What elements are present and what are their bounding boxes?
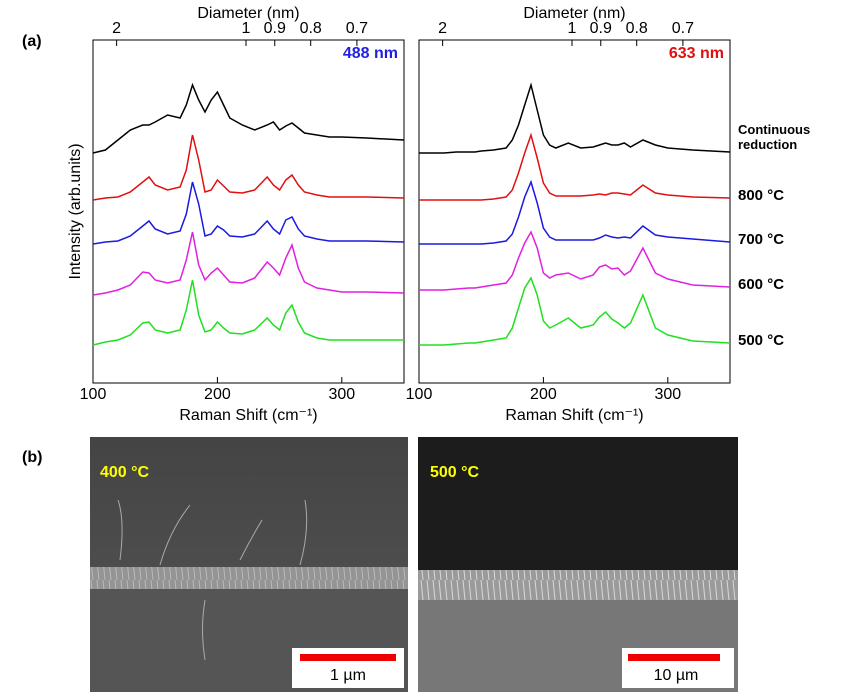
x2-tick-label: 0.9: [590, 20, 612, 37]
x-tick-label: 100: [406, 386, 433, 403]
series-label: 700 °C: [738, 231, 785, 248]
plot-frame: [92, 39, 405, 384]
x-tick-label: 200: [204, 386, 231, 403]
x-tick-label: 100: [80, 386, 107, 403]
x-axis-title: Raman Shift (cm⁻¹): [179, 407, 317, 424]
sem-label: 500 °C: [430, 464, 480, 481]
spectrum-line: [92, 181, 405, 245]
series-label: Continuous reduction: [738, 122, 811, 152]
x2-tick-label: 0.8: [626, 20, 648, 37]
x-axis-title: Raman Shift (cm⁻¹): [505, 407, 643, 424]
plot-frame: [418, 39, 731, 384]
annotation: 488 nm: [343, 45, 398, 62]
sem-label: 400 °C: [100, 464, 150, 481]
x-tick-label: 300: [328, 386, 355, 403]
spectrum-line: [92, 134, 405, 201]
spectrum-line: [419, 230, 731, 291]
y-axis-title: Intensity (arb.units): [67, 143, 84, 279]
spectrum-line: [419, 276, 731, 346]
x2-tick-label: 2: [112, 20, 121, 37]
x2-tick-label: 1: [568, 20, 577, 37]
annotation: 633 nm: [669, 45, 724, 62]
series-label: 800 °C: [738, 187, 785, 204]
x2-tick-label: 0.7: [672, 20, 694, 37]
spectrum-line: [419, 132, 731, 201]
scale-bar-label: 1 µm: [330, 667, 366, 684]
panel-label: (a): [22, 33, 42, 50]
spectrum-line: [419, 179, 731, 245]
sem-image: [418, 437, 738, 692]
series-label: 500 °C: [738, 332, 785, 349]
x2-tick-label: 2: [438, 20, 447, 37]
panel-label: (b): [22, 449, 42, 466]
spectrum-line: [92, 82, 405, 154]
spectrum-line: [92, 279, 404, 346]
x2-tick-label: 0.7: [346, 20, 368, 37]
sem-image: [90, 437, 408, 692]
scale-bar-label: 10 µm: [654, 667, 699, 684]
x2-axis-title: Diameter (nm): [523, 5, 625, 22]
x2-tick-label: 1: [242, 20, 251, 37]
x2-axis-title: Diameter (nm): [197, 5, 299, 22]
x-tick-label: 300: [654, 386, 681, 403]
x2-tick-label: 0.8: [300, 20, 322, 37]
series-label: 600 °C: [738, 276, 785, 293]
spectrum-line: [92, 231, 405, 296]
x-tick-label: 200: [530, 386, 557, 403]
x2-tick-label: 0.9: [264, 20, 286, 37]
spectrum-line: [419, 82, 731, 154]
